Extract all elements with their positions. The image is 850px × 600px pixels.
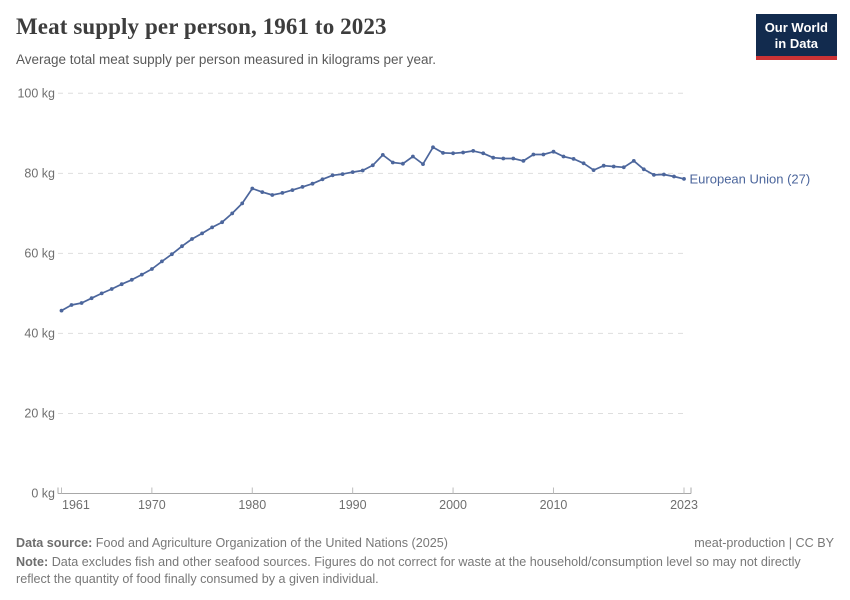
owid-logo-line1: Our World [764,20,828,35]
line-chart: 0 kg 20 kg 40 kg 60 kg 80 kg 100 kg 1961 1970 19… [17,86,811,512]
data-point-1975[interactable] [200,231,205,236]
data-point-2001[interactable] [461,150,465,155]
data-point-2000[interactable] [451,151,455,156]
data-point-2022[interactable] [672,174,676,179]
series-line-European Union (27)[interactable] [61,146,685,312]
data-point-2014[interactable] [591,168,596,172]
data-point-1995[interactable] [401,161,405,166]
note-text: Data excludes fish and other seafood sou… [16,555,801,586]
data-point-2006[interactable] [511,156,516,161]
data-point-1985[interactable] [300,185,305,189]
data-point-1968[interactable] [129,277,134,282]
data-point-1965[interactable] [99,291,104,296]
data-point-2018[interactable] [631,159,636,163]
data-point-1983[interactable] [280,191,285,195]
note-line: Note: Data excludes fish and other seafo… [16,554,834,587]
data-point-1999[interactable] [441,151,445,155]
data-point-2021[interactable] [662,172,666,177]
x-tick-label-1970: 1970 [138,498,166,512]
data-point-1996[interactable] [411,154,415,159]
data-point-1981[interactable] [260,190,265,194]
page-title: Meat supply per person, 1961 to 2023 [16,14,387,39]
data-point-2007[interactable] [521,159,526,163]
data-point-2003[interactable] [481,151,486,156]
y-tick-label-100: 100 kg [17,86,55,100]
data-point-2017[interactable] [621,165,626,170]
data-point-2004[interactable] [491,155,496,160]
data-point-1970[interactable] [150,267,154,271]
data-point-1992[interactable] [370,163,375,168]
data-point-1963[interactable] [79,301,84,305]
x-tick-label-1961: 1961 [62,498,90,512]
data-point-1991[interactable] [360,168,365,173]
data-point-1972[interactable] [170,252,174,257]
data-point-1967[interactable] [119,282,124,287]
x-tick-label-1990: 1990 [339,498,367,512]
data-point-1961[interactable] [59,308,64,313]
data-point-2011[interactable] [561,154,566,159]
data-point-1977[interactable] [220,220,225,225]
data-point-2020[interactable] [652,173,656,177]
data-source-text: Food and Agriculture Organization of the… [95,536,448,550]
data-source-line: Data source: Food and Agriculture Organi… [16,535,448,551]
x-tick-label-2000: 2000 [439,498,467,512]
data-point-2005[interactable] [501,156,506,161]
chart-subtitle: Average total meat supply per person mea… [16,52,436,67]
data-point-1997[interactable] [421,162,425,166]
data-point-1987[interactable] [320,177,325,182]
y-tick-label-40: 40 kg [24,326,55,340]
data-point-1989[interactable] [340,172,345,176]
data-point-2009[interactable] [541,152,546,157]
data-point-1990[interactable] [350,170,355,174]
data-point-1969[interactable] [139,272,144,277]
data-point-2015[interactable] [601,163,606,168]
note-label: Note: [16,555,49,570]
data-source-label: Data source: [16,536,93,550]
data-point-2010[interactable] [551,149,556,154]
data-point-1980[interactable] [250,186,255,191]
data-point-1988[interactable] [330,173,335,178]
data-point-1979[interactable] [240,201,245,206]
series-end-label[interactable]: European Union (27) [690,171,811,186]
x-tick-label-2023: 2023 [670,498,698,512]
y-tick-label-60: 60 kg [24,246,55,260]
data-point-1974[interactable] [190,237,194,241]
data-point-2019[interactable] [641,167,646,172]
data-point-2012[interactable] [571,157,576,161]
data-point-1962[interactable] [69,303,74,307]
data-point-2008[interactable] [531,152,536,157]
data-point-2002[interactable] [471,149,476,153]
owid-logo[interactable]: Our World in Data [755,14,837,61]
data-point-1993[interactable] [380,153,385,157]
data-point-2016[interactable] [611,164,616,169]
data-point-1978[interactable] [230,211,235,216]
data-point-1994[interactable] [390,160,395,165]
data-point-1966[interactable] [109,287,114,291]
x-tick-label-1980: 1980 [238,498,266,512]
data-point-1976[interactable] [210,225,215,230]
owid-logo-line2: in Data [774,35,819,51]
data-point-1982[interactable] [270,193,275,197]
y-tick-label-0: 0 kg [31,487,55,501]
data-point-2023[interactable] [682,177,686,181]
data-point-1971[interactable] [160,259,164,264]
x-tick-label-2010: 2010 [540,498,568,512]
credit-link[interactable]: meat-production | CC BY [694,536,834,550]
data-point-1986[interactable] [310,181,315,186]
data-point-1984[interactable] [290,188,295,192]
y-tick-label-20: 20 kg [24,406,55,420]
data-point-1964[interactable] [89,296,94,301]
data-point-2013[interactable] [581,161,586,166]
data-point-1998[interactable] [431,145,435,150]
data-point-1973[interactable] [180,244,184,249]
chart-footer: Data source: Food and Agriculture Organi… [16,535,834,587]
y-tick-label-80: 80 kg [24,166,55,180]
